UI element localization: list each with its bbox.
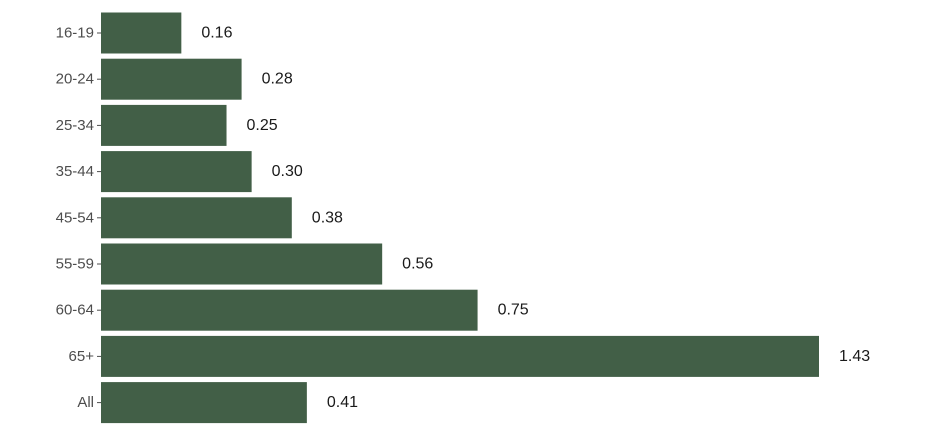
y-tick-label: 55-59: [56, 256, 94, 273]
data-label: 1.43: [839, 348, 870, 365]
data-label: 0.28: [262, 71, 293, 88]
bars-group: [101, 12, 819, 424]
data-label: 0.75: [498, 302, 529, 319]
data-label: 0.38: [312, 209, 343, 226]
y-tick-label: 35-44: [56, 163, 94, 180]
bar: [101, 12, 182, 54]
y-tick-label: All: [77, 394, 94, 411]
bar: [101, 104, 227, 146]
data-label: 0.30: [272, 163, 303, 180]
bar: [101, 151, 252, 193]
data-label: 0.25: [247, 117, 278, 134]
bar: [101, 197, 292, 239]
y-tick-label: 65+: [69, 348, 95, 365]
data-labels-group: 0.16 0.28 0.25 0.30 0.38 0.56 0.75 1.43 0.41: [201, 25, 870, 412]
y-axis: 16-19 20-24 25-34 35-44 45-54 55-59 60-64 65+ Al…: [56, 25, 101, 411]
y-tick-label: 25-34: [56, 117, 94, 134]
y-tick-label: 20-24: [56, 71, 94, 88]
bar: [101, 382, 307, 424]
y-tick-label: 45-54: [56, 209, 94, 226]
data-label: 0.56: [402, 256, 433, 273]
bar: [101, 335, 819, 377]
bar: [101, 243, 383, 285]
data-label: 0.16: [201, 25, 232, 42]
y-tick-label: 16-19: [56, 25, 94, 42]
y-tick-label: 60-64: [56, 302, 94, 319]
bar: [101, 289, 478, 331]
data-label: 0.41: [327, 394, 358, 411]
bar: [101, 58, 242, 100]
